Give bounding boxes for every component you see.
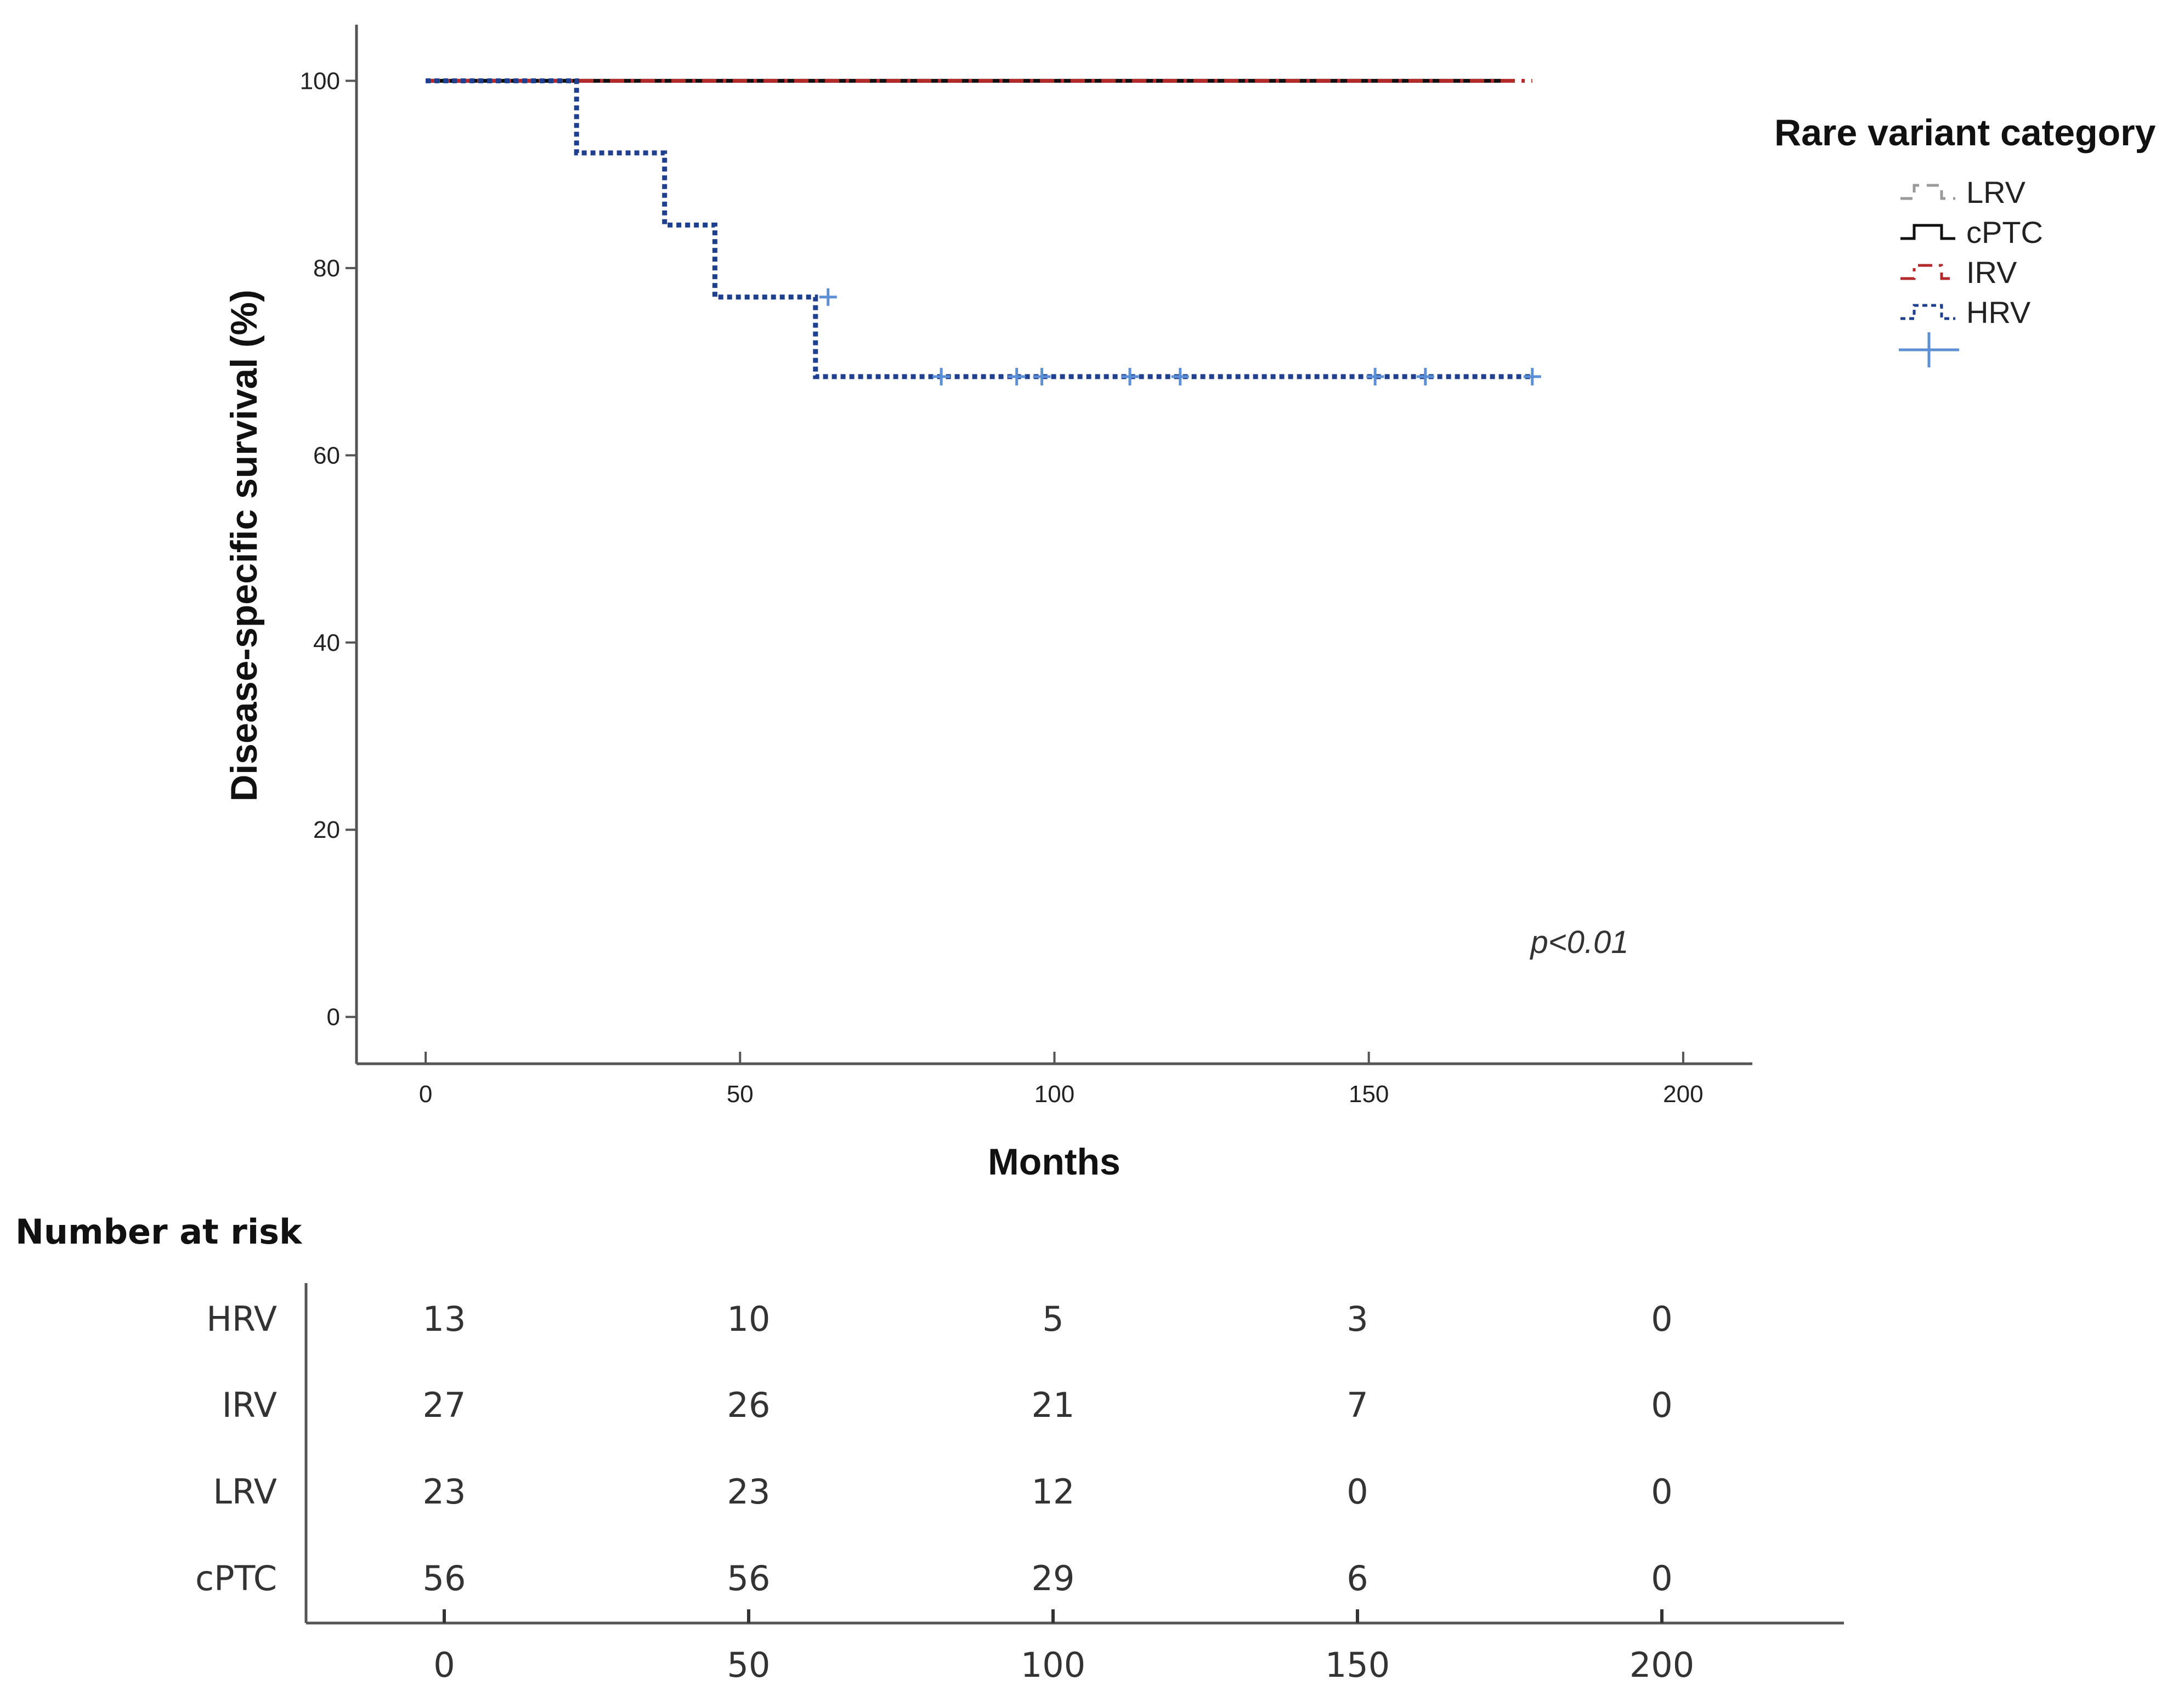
risk-cell: 0 [1346, 1472, 1368, 1512]
legend-title: Rare variant category [1774, 112, 2156, 154]
legend-entry-hrv: HRV [1900, 295, 2031, 330]
y-tick-label: 80 [313, 255, 340, 282]
risk-x-tick-label: 0 [433, 1645, 455, 1685]
risk-cell: 6 [1346, 1558, 1368, 1598]
x-tick-label: 50 [727, 1081, 754, 1108]
risk-x-tick-label: 100 [1021, 1645, 1085, 1685]
x-tick-label: 0 [419, 1081, 432, 1108]
risk-x-tick-label: 50 [727, 1645, 771, 1685]
risk-cell: 0 [1651, 1299, 1672, 1339]
risk-cell: 10 [727, 1299, 771, 1339]
risk-cell: 56 [727, 1558, 771, 1598]
x-axis-ticks: 0 50 100 150 200 [419, 1052, 1704, 1108]
risk-cell: 0 [1651, 1472, 1672, 1512]
x-tick-label: 200 [1663, 1081, 1703, 1108]
censor-mark-hrv [1366, 367, 1384, 385]
risk-cell: 13 [423, 1299, 466, 1339]
risk-cell: 0 [1651, 1385, 1672, 1425]
risk-cell: 56 [423, 1558, 466, 1598]
censor-mark-hrv [819, 288, 837, 306]
legend-entry-lrv: LRV [1900, 175, 2026, 209]
risk-x-tick-label: 150 [1325, 1645, 1390, 1685]
legend-censored-symbol [1899, 332, 1959, 367]
legend-label: LRV [1966, 175, 2026, 209]
risk-cell: 23 [423, 1472, 466, 1512]
legend-entry-irv: IRV [1900, 255, 2017, 290]
legend-swatch [1900, 224, 1955, 240]
legend-label: cPTC [1966, 215, 2043, 249]
risk-row-label: cPTC [195, 1558, 277, 1598]
risk-x-tick-label: 200 [1629, 1645, 1694, 1685]
risk-cell: 21 [1032, 1385, 1075, 1425]
x-axis-title: Months [988, 1141, 1121, 1183]
risk-cell: 3 [1346, 1299, 1368, 1339]
censor-marks [819, 288, 1541, 385]
survival-curves [426, 78, 1532, 379]
legend-entry-cptc: cPTC [1900, 215, 2043, 249]
legend-swatch [1900, 304, 1955, 320]
legend-swatch [1900, 184, 1955, 200]
censor-mark-hrv [932, 367, 950, 385]
censor-mark-hrv [1523, 367, 1541, 385]
censor-mark-hrv [1171, 367, 1189, 385]
y-tick-label: 100 [300, 67, 340, 94]
risk-cell: 29 [1032, 1558, 1075, 1598]
risk-row-label: IRV [222, 1385, 277, 1425]
risk-table: HRV 13 10 5 3 0 IRV 27 26 21 7 0 LRV 23 23 12 0 0 cPTC 56 56… [195, 1299, 1694, 1685]
risk-row-label: HRV [206, 1299, 277, 1339]
risk-cell: 27 [423, 1385, 466, 1425]
risk-table-title: Number at risk [15, 1212, 303, 1252]
legend-entries: LRV cPTC IRV HRV [1900, 175, 2043, 330]
y-axis-title: Disease-specific survival (%) [223, 290, 265, 802]
x-tick-label: 100 [1034, 1081, 1074, 1108]
y-tick-label: 40 [313, 629, 340, 656]
legend: Rare variant category LRV cPTC IRV HRV [1774, 112, 2156, 367]
risk-cell: 23 [727, 1472, 771, 1512]
y-axis-ticks: 0 20 40 60 80 100 [300, 67, 357, 1031]
y-tick-label: 0 [327, 1004, 340, 1031]
risk-row-label: LRV [213, 1472, 277, 1512]
legend-label: IRV [1966, 255, 2017, 290]
risk-cell: 5 [1042, 1299, 1063, 1339]
y-tick-label: 60 [313, 442, 340, 469]
censor-mark-hrv [1121, 367, 1139, 385]
censor-mark-hrv [1033, 367, 1051, 385]
legend-label: HRV [1966, 295, 2031, 330]
risk-cell: 12 [1032, 1472, 1075, 1512]
censor-mark-hrv [1416, 367, 1434, 385]
legend-swatch [1900, 264, 1955, 280]
risk-cell: 7 [1346, 1385, 1368, 1425]
risk-cell: 0 [1651, 1558, 1672, 1598]
y-tick-label: 20 [313, 816, 340, 843]
risk-cell: 26 [727, 1385, 771, 1425]
series-line-hrv [426, 78, 1532, 379]
censor-mark-hrv [1008, 367, 1026, 385]
p-value-annotation: p<0.01 [1529, 924, 1628, 960]
x-tick-label: 150 [1349, 1081, 1389, 1108]
